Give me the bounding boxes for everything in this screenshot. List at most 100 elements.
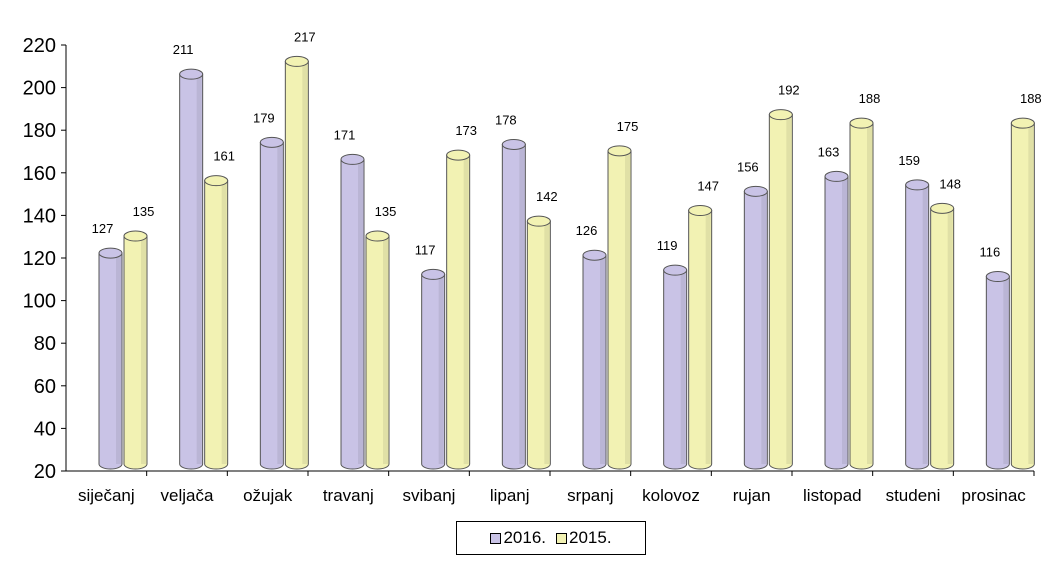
bar-body	[930, 207, 955, 470]
bar-body	[340, 158, 365, 470]
bar-top	[446, 149, 471, 161]
chart-bars	[98, 55, 1035, 470]
bar-shade	[358, 159, 363, 464]
bar-body	[663, 269, 688, 470]
chart-axes: 20 40 60 80 100 120 140 160 180 200 220 siječanj vel…	[23, 35, 1035, 505]
data-label: 163	[818, 144, 840, 159]
y-tick-label: 220	[23, 35, 56, 57]
legend-item-2016: 2016.	[490, 528, 546, 548]
bar-2015-siječanj	[123, 230, 148, 470]
bar-2016-veljača	[179, 68, 204, 470]
bar-body	[607, 150, 632, 470]
x-tick-label: ožujak	[243, 486, 293, 505]
data-label: 147	[697, 178, 719, 193]
y-tick-label: 120	[23, 248, 56, 270]
bar-top	[204, 175, 229, 187]
bar-shade	[438, 274, 444, 464]
y-tick-label: 60	[34, 376, 56, 398]
data-label: 173	[455, 123, 477, 138]
bar-top	[905, 179, 930, 191]
bar-2015-prosinac	[1010, 117, 1035, 470]
bar-body	[284, 60, 309, 470]
bar-shade	[947, 208, 953, 464]
y-tick-label: 140	[23, 205, 56, 227]
data-label: 192	[778, 83, 800, 98]
bar-body	[123, 235, 148, 470]
bar-top	[421, 268, 446, 280]
x-tick-label: lipanj	[490, 486, 530, 505]
bar-shade	[705, 210, 711, 464]
data-label: 135	[133, 204, 155, 219]
data-label: 126	[576, 223, 598, 238]
bar-2016-rujan	[743, 185, 768, 470]
data-label: 127	[92, 221, 114, 236]
bar-shade	[116, 253, 121, 464]
data-label: 159	[898, 153, 920, 168]
bar-body	[985, 276, 1010, 470]
bar-shade	[383, 236, 388, 464]
bar-body	[204, 180, 229, 470]
bar-body	[259, 141, 284, 470]
bar-body	[1010, 122, 1035, 470]
y-tick-label: 180	[23, 120, 56, 142]
chart-data-labels: 127 211 179 171 117 178 126 119 156 163 159 116 135 1…	[92, 29, 1042, 259]
bar-shade	[302, 61, 308, 464]
bar-body	[905, 184, 930, 470]
bar-2016-listopad	[824, 170, 849, 470]
x-tick-label: kolovoz	[642, 486, 700, 505]
x-tick-label: rujan	[733, 486, 771, 505]
bar-body	[768, 114, 793, 470]
data-label: 188	[859, 91, 881, 106]
bar-top	[365, 230, 390, 242]
bar-2015-srpanj	[607, 145, 632, 470]
data-label: 116	[979, 245, 1000, 260]
bar-top	[526, 215, 551, 227]
data-label: 148	[939, 176, 961, 191]
data-label: 135	[375, 204, 397, 219]
bar-shade	[625, 150, 630, 464]
bar-top	[688, 204, 713, 216]
bar-2016-srpanj	[582, 249, 607, 470]
y-tick-label: 80	[34, 333, 56, 355]
x-tick-label: siječanj	[78, 486, 135, 505]
bar-top	[607, 145, 632, 157]
x-tick-label: studeni	[886, 486, 941, 505]
data-label: 175	[617, 119, 639, 134]
data-label: 188	[1020, 91, 1042, 106]
bar-body	[446, 154, 471, 470]
bar-shade	[141, 236, 146, 464]
bar-body	[179, 73, 204, 470]
bar-2015-ožujak	[284, 55, 309, 470]
bar-2016-studeni	[905, 179, 930, 470]
bar-shade	[867, 123, 872, 464]
bar-top	[1010, 117, 1035, 129]
bar-top	[259, 136, 284, 148]
bar-shade	[600, 255, 605, 464]
bar-top	[930, 202, 955, 214]
bar-2015-kolovoz	[688, 204, 713, 470]
bar-shade	[842, 176, 847, 464]
bar-2016-travanj	[340, 153, 365, 470]
bar-body	[501, 143, 526, 470]
x-tick-label: srpanj	[567, 486, 613, 505]
data-label: 178	[495, 112, 517, 127]
bar-top	[849, 117, 874, 129]
bar-top	[501, 138, 526, 150]
bar-body	[526, 220, 551, 470]
bar-2016-svibanj	[421, 268, 446, 470]
bar-2015-studeni	[930, 202, 955, 470]
bar-top	[768, 109, 793, 121]
data-label: 171	[334, 127, 356, 142]
bar-top	[98, 247, 123, 259]
bar-body	[98, 252, 123, 470]
legend: 2016. 2015.	[456, 521, 646, 555]
bar-top	[985, 271, 1010, 283]
y-tick-label: 40	[34, 418, 56, 440]
bar-top	[340, 153, 365, 165]
bar-shade	[463, 155, 469, 465]
bar-2015-rujan	[768, 109, 793, 470]
x-tick-label: svibanj	[403, 486, 456, 505]
x-tick-label: listopad	[803, 486, 862, 505]
bar-2016-ožujak	[259, 136, 284, 470]
